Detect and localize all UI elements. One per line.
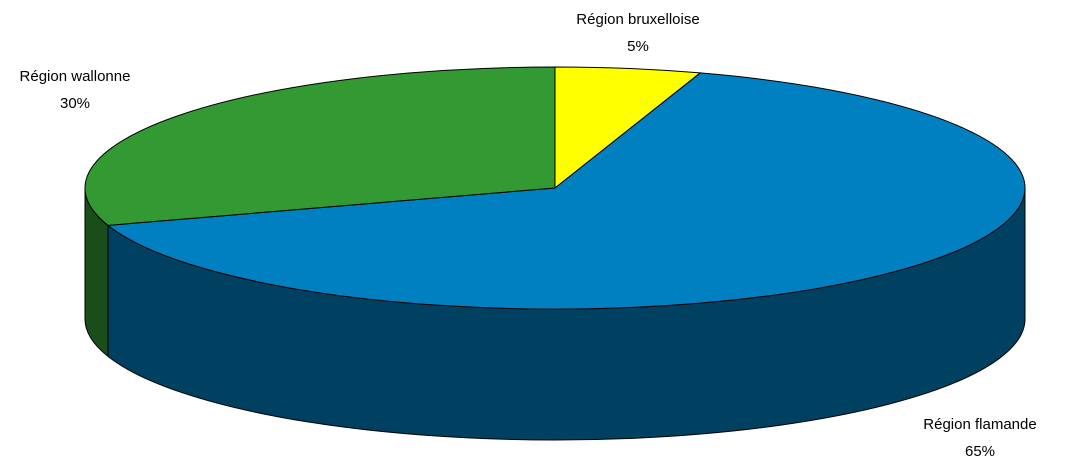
slice-label: Région bruxelloise [576, 11, 699, 28]
slice-value-label: 30% [60, 95, 90, 112]
slice-label: Région flamande [923, 416, 1036, 433]
pie-slice [106, 72, 1026, 310]
slice-value-label: 5% [627, 38, 649, 55]
slice-label: Région wallonne [20, 68, 131, 85]
pie-slice [554, 66, 702, 190]
pie-slice [84, 66, 556, 226]
slice-value-label: 65% [965, 443, 995, 460]
